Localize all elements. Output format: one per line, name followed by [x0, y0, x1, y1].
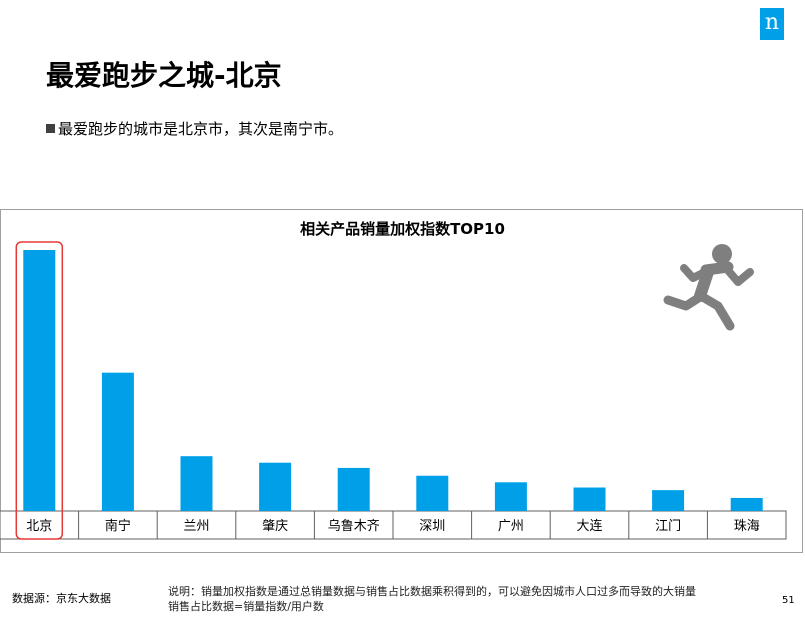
tick-label-3: 兰州 [183, 519, 209, 534]
summary-text: 最爱跑步的城市是北京市，其次是南宁市。 [58, 120, 344, 138]
data-source: 数据源：京东大数据 [12, 592, 111, 605]
bar-9 [652, 490, 685, 511]
tick-label-6: 深圳 [419, 519, 445, 534]
bar-2 [101, 372, 134, 511]
tick-label-4: 肇庆 [262, 519, 288, 534]
chart-note: 说明：销量加权指数是通过总销量数据与销售占比数据乘积得到的，可以避免因城市人口过… [168, 584, 696, 614]
bar-10 [730, 497, 763, 511]
bar-1 [23, 250, 56, 511]
tick-label-5: 乌鲁木齐 [328, 518, 380, 534]
bar-4 [259, 462, 292, 511]
square-bullet-icon [46, 124, 55, 133]
chart-note-line-1: 说明：销量加权指数是通过总销量数据与销售占比数据乘积得到的，可以避免因城市人口过… [168, 585, 696, 598]
page-number: 51 [782, 595, 795, 606]
tick-label-2: 南宁 [105, 518, 131, 534]
bar-3 [180, 456, 213, 511]
bar-5 [337, 467, 370, 511]
tick-label-10: 珠海 [734, 519, 760, 534]
tick-label-7: 广州 [498, 519, 524, 534]
bar-6 [416, 475, 449, 511]
highlight-box [15, 241, 64, 540]
bar-8 [573, 487, 606, 511]
tick-label-1: 北京 [26, 519, 52, 534]
bar-7 [494, 482, 527, 511]
tick-label-8: 大连 [576, 518, 602, 534]
tick-label-9: 江门 [655, 519, 681, 534]
summary-bullet: 最爱跑步的城市是北京市，其次是南宁市。 [46, 118, 343, 139]
running-person-icon [663, 244, 754, 331]
chart-title: 相关产品销量加权指数TOP10 [300, 220, 505, 238]
nielsen-logo-icon: n [760, 8, 784, 40]
page-title: 最爱跑步之城-北京 [46, 59, 282, 92]
chart-note-line-2: 销售占比数据=销量指数/用户数 [168, 600, 324, 613]
